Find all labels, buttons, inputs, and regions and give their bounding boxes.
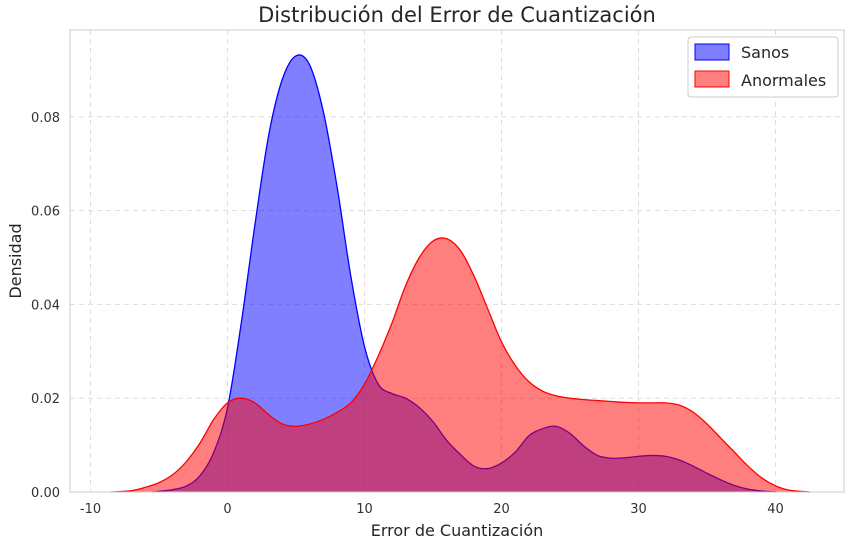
y-axis-ticks: 0.00 0.02 0.04 0.06 0.08: [31, 111, 60, 501]
density-area-sanos: [152, 54, 776, 492]
y-tick-label: 0.06: [31, 205, 60, 220]
x-tick-label: 20: [493, 502, 510, 517]
y-tick-label: 0.08: [31, 111, 60, 126]
y-tick-label: 0.00: [31, 486, 60, 501]
y-axis-title: Densidad: [6, 223, 25, 298]
density-area-anormales: [111, 237, 810, 492]
legend-swatch-anormales: [694, 70, 730, 88]
x-tick-label: 30: [630, 502, 647, 517]
x-axis-title: Error de Cuantización: [371, 521, 544, 540]
chart-title: Distribución del Error de Cuantización: [258, 3, 656, 27]
y-tick-label: 0.02: [31, 392, 60, 407]
x-tick-label: -10: [80, 502, 101, 517]
legend: Sanos Anormales: [687, 36, 839, 98]
x-axis-ticks: -10 0 10 20 30 40: [80, 502, 784, 517]
x-tick-label: 10: [356, 502, 373, 517]
density-areas: [111, 54, 810, 493]
legend-label-anormales: Anormales: [741, 71, 826, 90]
plot-frame: [69, 29, 845, 493]
legend-swatch-sanos: [694, 43, 730, 61]
x-tick-label: 0: [223, 502, 231, 517]
y-tick-label: 0.04: [31, 298, 60, 313]
density-line-anormales: [111, 237, 810, 493]
legend-label-sanos: Sanos: [741, 43, 789, 62]
x-tick-label: 40: [767, 502, 784, 517]
